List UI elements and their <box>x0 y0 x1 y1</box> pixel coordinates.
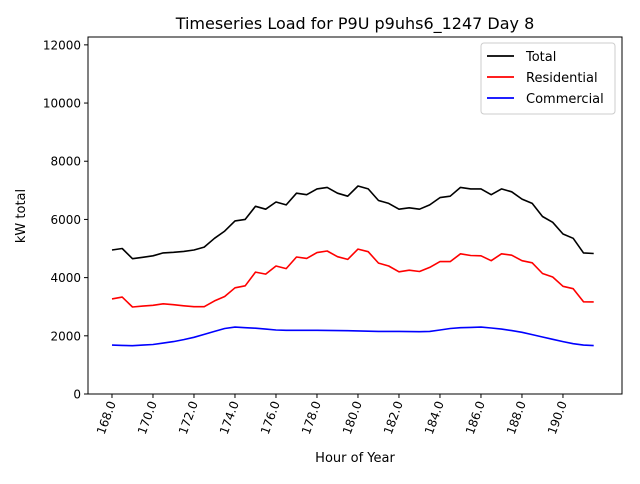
x-tick-label: 188.0 <box>504 399 529 436</box>
legend-label: Commercial <box>526 92 604 107</box>
y-tick-label: 2000 <box>50 329 81 343</box>
x-tick-label: 184.0 <box>422 399 447 436</box>
y-tick-label: 4000 <box>50 271 81 285</box>
x-tick-label: 170.0 <box>135 399 160 436</box>
x-tick-label: 190.0 <box>545 399 570 436</box>
x-tick-label: 178.0 <box>299 399 324 436</box>
legend: Total Residential Commercial <box>480 42 616 115</box>
y-tick-label: 8000 <box>50 155 81 169</box>
x-tick-label: 172.0 <box>176 399 201 436</box>
y-tick-label: 12000 <box>43 38 81 52</box>
legend-label: Total <box>525 50 556 65</box>
series-line-commercial <box>111 326 594 347</box>
x-tick-label: 176.0 <box>258 399 283 436</box>
plot-frame <box>87 36 623 395</box>
x-tick-label: 186.0 <box>463 399 488 436</box>
series-line-residential <box>111 248 594 308</box>
y-tick-label: 0 <box>73 388 81 402</box>
chart-title: Timeseries Load for P9U p9uhs6_1247 Day … <box>175 14 535 34</box>
x-tick-label: 174.0 <box>217 399 242 436</box>
series-line-total <box>111 185 594 260</box>
x-tick-label: 168.0 <box>94 399 119 436</box>
x-tick-label: 180.0 <box>340 399 365 436</box>
y-axis-label: kW total <box>14 189 29 243</box>
x-tick-label: 182.0 <box>381 399 406 436</box>
y-tick-label: 6000 <box>50 213 81 227</box>
x-axis-label: Hour of Year <box>315 451 395 466</box>
legend-label: Residential <box>526 71 598 86</box>
y-tick-label: 10000 <box>43 97 81 111</box>
legend-box <box>480 42 616 115</box>
